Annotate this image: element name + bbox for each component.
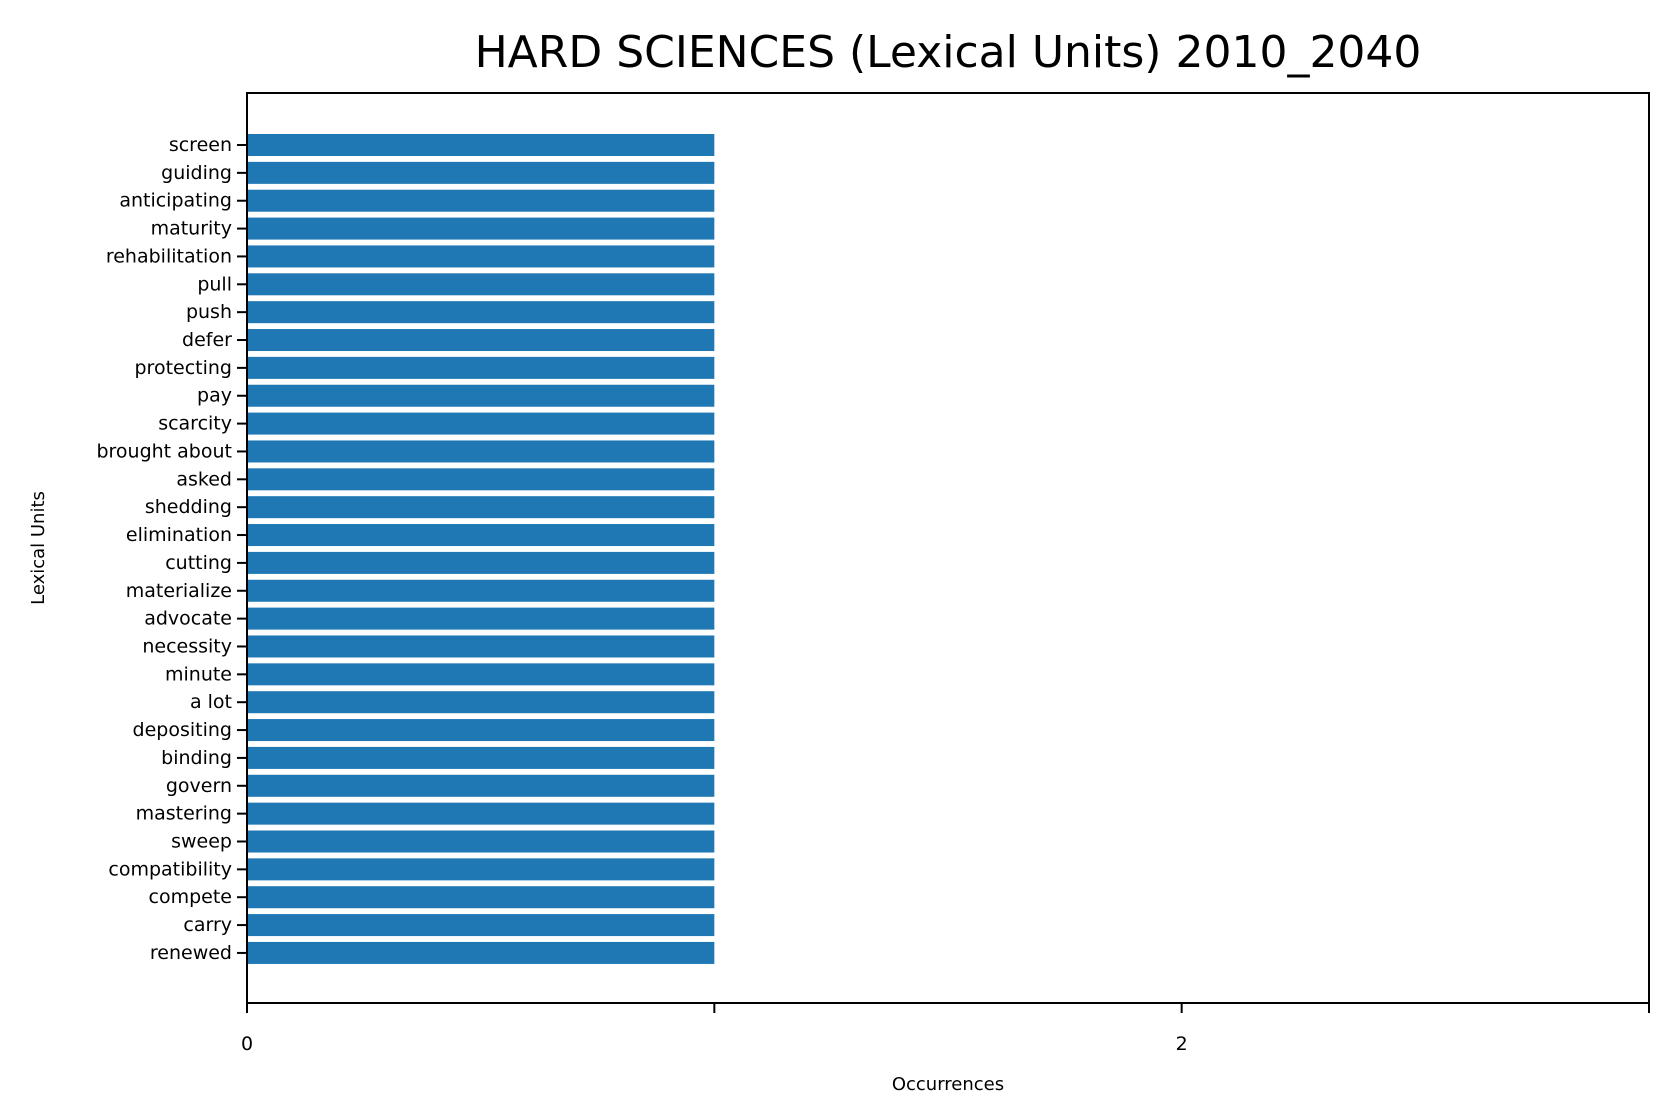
y-tick-label: anticipating (119, 190, 232, 212)
y-tick-label: push (186, 301, 232, 323)
y-tick-label: maturity (151, 218, 232, 240)
y-tick-label: mastering (136, 803, 232, 825)
bar-mastering (247, 802, 715, 825)
y-tick-label: elimination (126, 524, 232, 546)
y-tick-label: compatibility (108, 858, 232, 880)
y-tick-label: compete (149, 886, 232, 908)
y-tick-label: sweep (171, 831, 232, 853)
bar-compete (247, 886, 715, 909)
bar-cutting (247, 551, 715, 574)
y-tick-label: pay (197, 385, 232, 407)
bar-push (247, 301, 715, 324)
bar-compatibility (247, 858, 715, 881)
y-tick-label: protecting (135, 357, 233, 379)
y-tick-label: cutting (165, 552, 232, 574)
bar-advocate (247, 607, 715, 630)
x-tick-label: 0 (241, 1033, 253, 1055)
bar-maturity (247, 217, 715, 240)
y-tick-label: rehabilitation (106, 245, 232, 267)
chart-title: HARD SCIENCES (Lexical Units) 2010_2040 (475, 27, 1422, 78)
y-tick-label: screen (169, 134, 232, 156)
bar-carry (247, 914, 715, 937)
y-tick-label: guiding (161, 162, 232, 184)
bar-guiding (247, 161, 715, 184)
y-ticks-group: screen guiding anticipating maturity rehabil… (96, 134, 247, 964)
bar-shedding (247, 496, 715, 519)
plot-frame (246, 92, 1650, 1004)
bar-necessity (247, 635, 715, 658)
bars-group (247, 134, 715, 964)
bar-govern (247, 774, 715, 797)
bar-screen (247, 134, 715, 156)
y-tick-label: necessity (142, 635, 232, 657)
bar-rehabilitation (247, 245, 715, 268)
bar-renewed (247, 941, 715, 964)
bar-asked (247, 468, 715, 491)
y-tick-label: advocate (144, 608, 232, 630)
bar-pay (247, 384, 715, 407)
y-axis-label: Lexical Units (28, 491, 49, 605)
y-tick-label: shedding (145, 496, 232, 518)
y-tick-label: depositing (133, 719, 232, 741)
y-tick-label: scarcity (158, 413, 232, 435)
bar-binding (247, 746, 715, 769)
x-tick-label: 2 (1176, 1033, 1188, 1055)
bar-a-lot (247, 691, 715, 714)
y-tick-label: asked (176, 468, 232, 490)
y-tick-label: minute (165, 663, 232, 685)
y-tick-label: renewed (150, 942, 232, 964)
bar-protecting (247, 356, 715, 379)
y-tick-label: binding (161, 747, 232, 769)
bar-brought-about (247, 440, 715, 463)
bar-defer (247, 329, 715, 352)
y-tick-label: govern (166, 775, 232, 797)
bar-pull (247, 273, 715, 296)
bar-sweep (247, 830, 715, 853)
bar-materialize (247, 579, 715, 602)
y-tick-label: a lot (190, 691, 232, 713)
y-tick-label: defer (182, 329, 232, 351)
bar-elimination (247, 524, 715, 547)
x-axis-label: Occurrences (892, 1074, 1004, 1095)
bar-depositing (247, 719, 715, 742)
y-tick-label: pull (197, 273, 232, 295)
y-tick-label: materialize (126, 580, 232, 602)
bar-minute (247, 663, 715, 686)
y-tick-label: carry (183, 914, 232, 936)
bar-scarcity (247, 412, 715, 435)
y-tick-label: brought about (96, 440, 232, 462)
bar-anticipating (247, 189, 715, 212)
